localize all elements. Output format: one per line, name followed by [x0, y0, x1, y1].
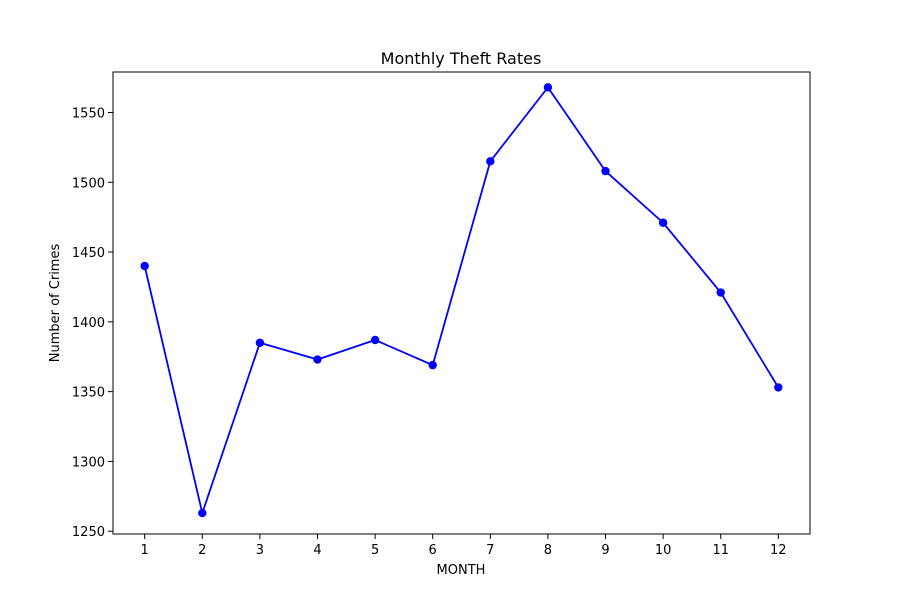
- chart-title: Monthly Theft Rates: [381, 49, 542, 68]
- y-tick-label: 1250: [72, 525, 105, 540]
- y-tick-label: 1350: [72, 386, 105, 401]
- x-tick-label: 11: [712, 543, 729, 558]
- x-tick-label: 2: [198, 543, 206, 558]
- x-tick-label: 12: [770, 543, 787, 558]
- y-tick-label: 1300: [72, 455, 105, 470]
- data-point: [486, 157, 495, 166]
- x-axis: 1 2 3 4 5 6 7 8 9 10 11 12: [141, 534, 787, 558]
- x-tick-label: 9: [601, 543, 609, 558]
- data-point: [370, 335, 380, 345]
- y-tick-label: 1500: [72, 176, 105, 191]
- plot-frame: [112, 71, 811, 535]
- data-point: [428, 360, 437, 370]
- data-point: [716, 288, 725, 297]
- x-tick-label: 10: [655, 543, 672, 558]
- data-point: [313, 355, 322, 364]
- x-tick-label: 7: [486, 543, 494, 558]
- series-layer: [140, 83, 783, 518]
- y-axis: 1250 1300 1350 1400 1450 1500 1550: [72, 106, 113, 540]
- x-tick-label: 8: [544, 543, 552, 558]
- data-point: [774, 383, 783, 392]
- x-tick-label: 5: [371, 543, 379, 558]
- x-axis-label: MONTH: [437, 563, 486, 578]
- y-tick-label: 1400: [72, 316, 105, 331]
- data-point: [140, 261, 149, 271]
- data-point: [543, 83, 553, 92]
- y-tick-label: 1450: [72, 246, 105, 261]
- x-tick-label: 4: [313, 543, 321, 558]
- data-point: [601, 166, 610, 176]
- x-tick-label: 1: [141, 543, 149, 558]
- y-tick-label: 1550: [72, 106, 105, 121]
- series-line: [143, 85, 780, 517]
- x-tick-label: 3: [256, 543, 264, 558]
- y-axis-label: Number of Crimes: [48, 244, 63, 363]
- data-point: [198, 508, 207, 518]
- data-point: [658, 218, 668, 227]
- data-point: [255, 338, 265, 347]
- x-tick-label: 6: [429, 543, 437, 558]
